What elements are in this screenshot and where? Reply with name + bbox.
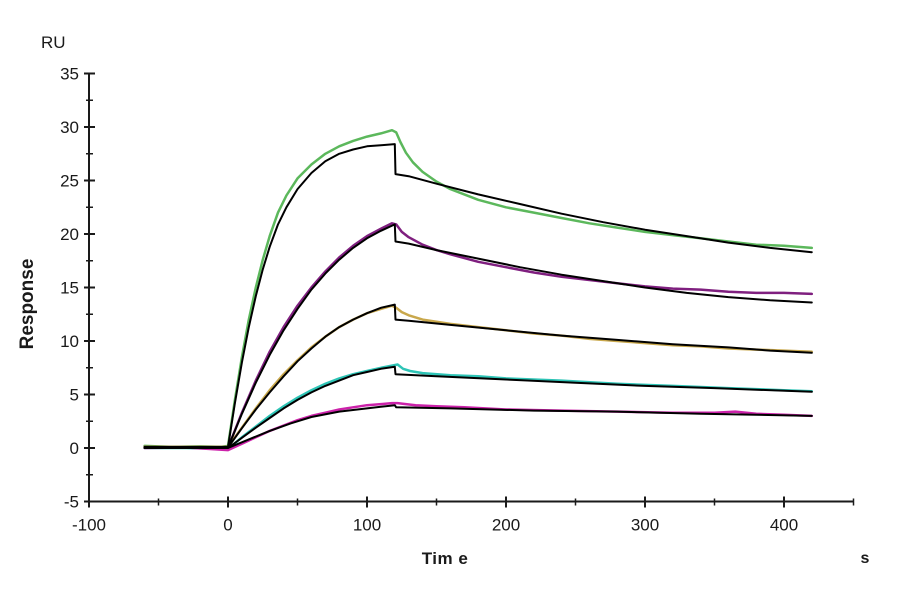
sensorgram-cyan-data-curve xyxy=(143,363,814,451)
x-tick-label: -100 xyxy=(72,516,106,535)
fit-cyan-curve xyxy=(143,365,813,449)
sensorgram-yellow-data-curve xyxy=(143,304,814,449)
x-tick-label: 0 xyxy=(223,516,232,535)
y-tick-label: 25 xyxy=(60,172,79,191)
fit-purple-curve xyxy=(143,223,813,449)
y-tick-label: 15 xyxy=(60,279,79,298)
x-tick-label: 400 xyxy=(770,516,798,535)
y-axis-title: Response xyxy=(17,258,38,350)
sensorgram-purple-data-curve xyxy=(143,222,814,450)
sensorgram-green-data-curve xyxy=(143,128,814,449)
fit-magenta-curve xyxy=(143,404,813,449)
x-tick-label: 100 xyxy=(353,516,381,535)
y-tick-label: 10 xyxy=(60,332,79,351)
y-tick-label: 35 xyxy=(60,65,79,84)
x-axis-title: Tim e xyxy=(421,549,469,568)
x-tick-label: 300 xyxy=(631,516,659,535)
sensorgram-magenta-data-curve xyxy=(143,401,814,452)
y-tick-label: -5 xyxy=(64,493,79,512)
y-tick-label: 0 xyxy=(70,439,79,458)
y-tick-label: 20 xyxy=(60,225,79,244)
fit-green-curve xyxy=(143,143,813,448)
fit-yellow-curve xyxy=(143,303,813,449)
y-tick-label: 5 xyxy=(70,386,79,405)
y-tick-label: 30 xyxy=(60,118,79,137)
x-tick-label: 200 xyxy=(492,516,520,535)
x-axis-unit-label: s xyxy=(860,550,870,567)
y-axis-unit-label: RU xyxy=(41,33,66,52)
